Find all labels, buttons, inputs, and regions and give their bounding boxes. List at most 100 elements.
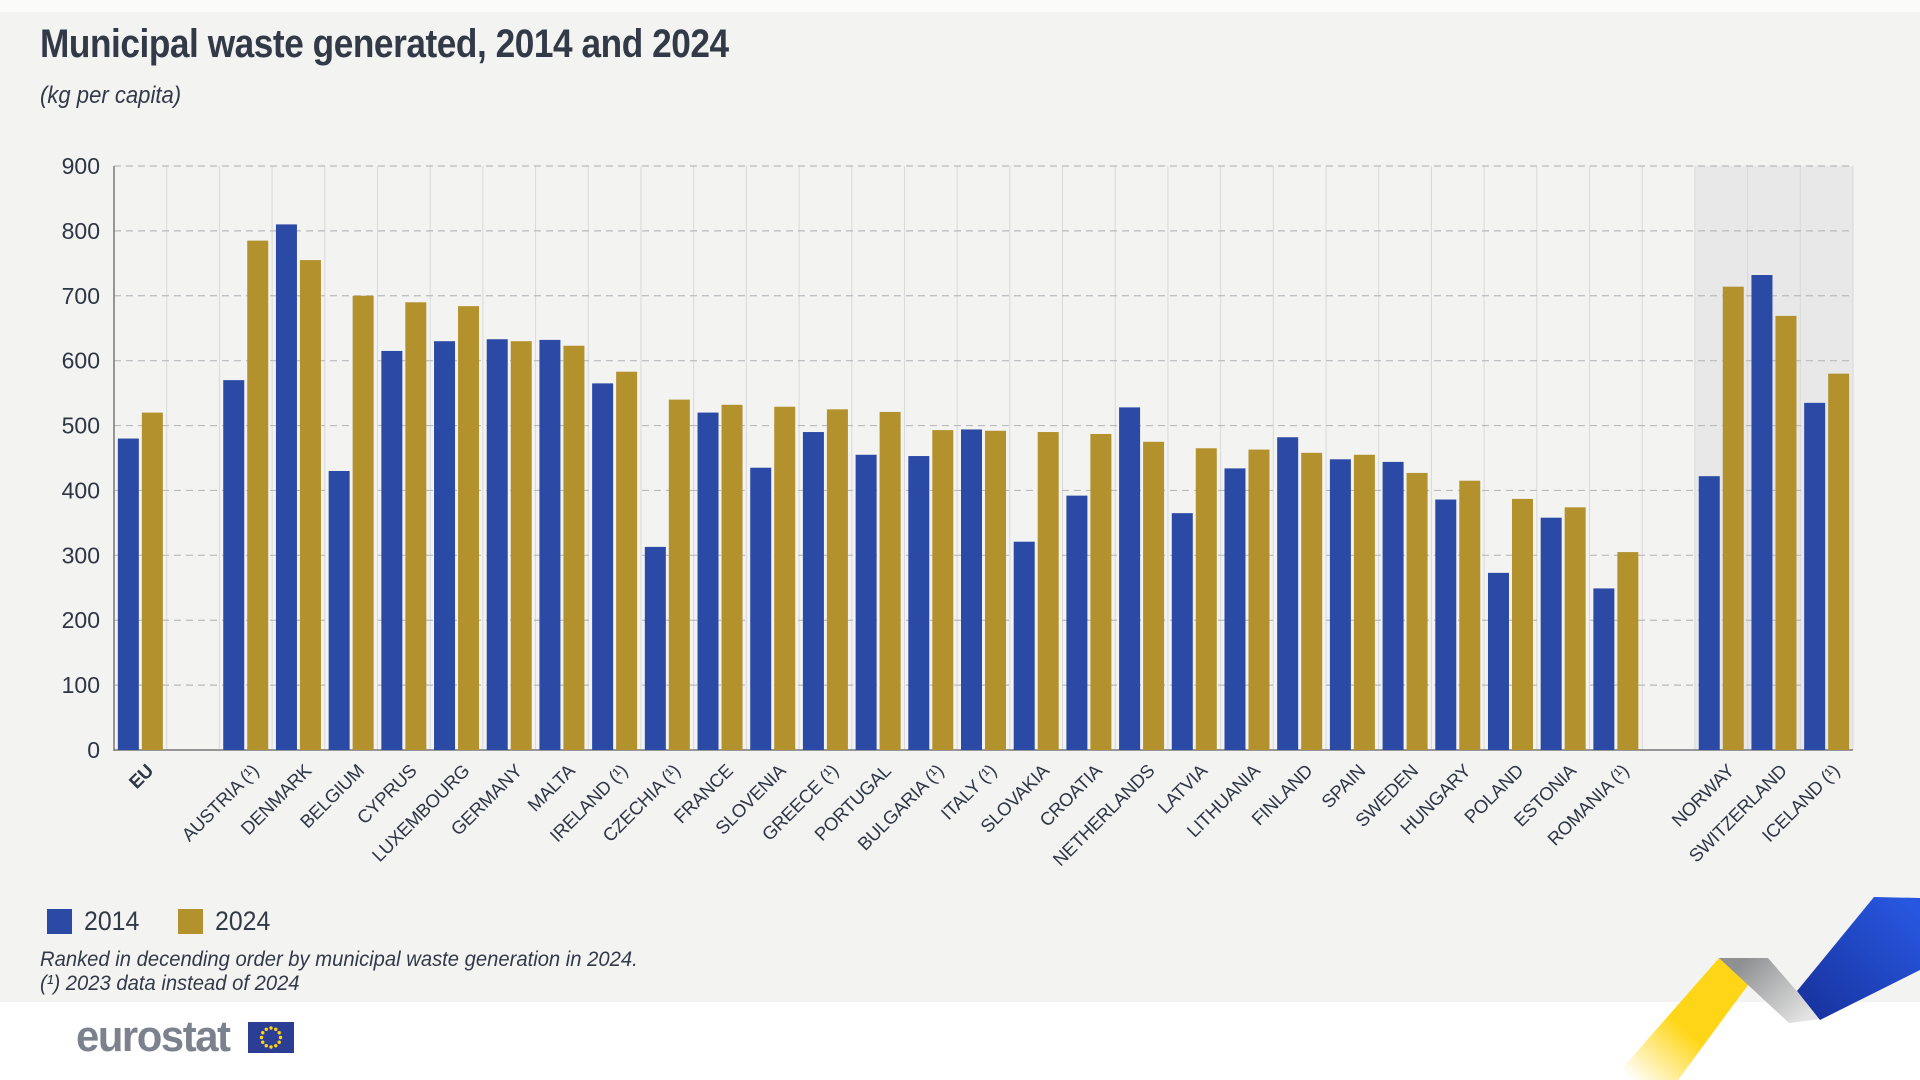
bar-2024 — [721, 404, 743, 750]
flag-star — [277, 1040, 281, 1044]
bar-2014 — [1066, 495, 1088, 750]
bar-2024 — [1722, 286, 1744, 750]
y-tick-label: 600 — [62, 348, 100, 374]
eurostat-logo-text: eurostat — [76, 1012, 231, 1061]
bar-2014 — [1224, 468, 1246, 750]
bar-2014 — [1751, 275, 1773, 750]
bar-2014 — [275, 224, 297, 750]
legend-label-2024: 2024 — [215, 906, 271, 936]
flag-star — [268, 1025, 273, 1030]
bar-2024 — [826, 409, 848, 750]
bar-2014 — [592, 383, 614, 750]
ribbon-gray-segment — [1719, 958, 1821, 1023]
zigzag-ribbon-graphic — [1612, 897, 1920, 1080]
y-tick-label: 400 — [62, 477, 100, 503]
bar-2014 — [1277, 437, 1299, 750]
bar-2014 — [855, 454, 877, 750]
bar-2014 — [908, 456, 930, 750]
bar-2024 — [616, 371, 638, 750]
bar-2024 — [563, 345, 585, 750]
bar-2014 — [1013, 541, 1035, 750]
flag-star — [277, 1030, 281, 1034]
eu-flag-icon — [247, 1021, 294, 1053]
y-tick-label: 900 — [62, 153, 100, 179]
bar-2024 — [405, 302, 427, 750]
highlight-region — [1694, 166, 1853, 750]
flag-star — [273, 1027, 278, 1031]
bar-2024 — [1090, 433, 1112, 750]
bar-2014 — [486, 339, 508, 750]
bar-2014 — [434, 341, 456, 750]
eurostat-logo: eurostat — [76, 1015, 294, 1059]
bar-2024 — [1775, 315, 1797, 750]
flag-star — [268, 1044, 273, 1049]
bar-2014 — [750, 467, 772, 750]
bar-2024 — [932, 430, 954, 750]
bar-2024 — [458, 306, 480, 750]
footer-band — [0, 1002, 1920, 1080]
bar-2014 — [1119, 407, 1141, 750]
bar-2024 — [141, 412, 163, 750]
top-strip — [0, 0, 1920, 12]
bar-2024 — [247, 240, 269, 750]
bar-2014 — [802, 432, 824, 750]
chart-subtitle: (kg per capita) — [40, 82, 182, 109]
y-tick-label: 200 — [62, 607, 100, 633]
bar-2014 — [1487, 572, 1509, 750]
bar-2024 — [1564, 507, 1586, 750]
bar-2024 — [1406, 472, 1428, 750]
chart-title: Municipal waste generated, 2014 and 2024 — [40, 22, 729, 66]
bar-2024 — [879, 411, 901, 750]
legend-item-2024: 2024 — [178, 906, 275, 937]
flag-star — [264, 1027, 268, 1031]
bar-2014 — [1540, 517, 1562, 750]
bar-2014 — [961, 429, 982, 750]
country-label: EU — [125, 760, 158, 793]
bar-2024 — [299, 260, 321, 750]
bar-2024 — [1459, 480, 1481, 750]
bar-2014 — [1593, 588, 1615, 750]
bar-2014 — [644, 546, 666, 750]
bar-2014 — [1698, 476, 1720, 750]
bar-2024 — [1248, 449, 1270, 750]
bar-2014 — [117, 438, 139, 750]
bar-2014 — [1329, 459, 1351, 750]
bar-2024 — [1828, 373, 1850, 750]
y-tick-label: 0 — [87, 737, 100, 763]
y-tick-label: 100 — [62, 672, 100, 698]
flag-star — [260, 1040, 265, 1044]
flag-star — [273, 1043, 278, 1047]
bar-2024 — [1511, 498, 1533, 750]
y-tick-label: 700 — [62, 283, 100, 309]
bar-2024 — [1301, 452, 1323, 750]
bar-2014 — [1804, 402, 1826, 750]
bar-2024 — [985, 430, 1006, 750]
bar-2014 — [1382, 461, 1404, 750]
bar-2014 — [539, 339, 561, 750]
chart-legend: 2014 2024 — [47, 906, 275, 937]
bar-2024 — [510, 341, 532, 750]
bar-2024 — [774, 406, 796, 750]
ribbon-yellow-segment — [1612, 958, 1768, 1080]
bar-2024 — [1353, 454, 1375, 750]
bar-2024 — [668, 399, 690, 750]
y-tick-label: 300 — [62, 542, 100, 568]
legend-item-2014: 2014 — [47, 906, 144, 937]
bar-2014 — [328, 470, 350, 750]
bar-2024 — [1617, 552, 1639, 750]
chart-footnotes: Ranked in decending order by municipal w… — [40, 947, 638, 995]
bar-2014 — [381, 350, 403, 750]
bar-2024 — [352, 295, 374, 750]
bar-2024 — [1037, 432, 1059, 750]
footnote-2023-data: (¹) 2023 data instead of 2024 — [40, 970, 300, 995]
bar-2014 — [223, 380, 245, 750]
bar-2024 — [1195, 448, 1217, 750]
legend-label-2014: 2014 — [84, 906, 140, 936]
y-tick-label: 800 — [62, 218, 100, 244]
flag-star — [260, 1030, 265, 1034]
bar-2024 — [1143, 441, 1165, 750]
ribbon-blue-segment — [1797, 897, 1920, 1020]
flag-star — [264, 1043, 268, 1047]
